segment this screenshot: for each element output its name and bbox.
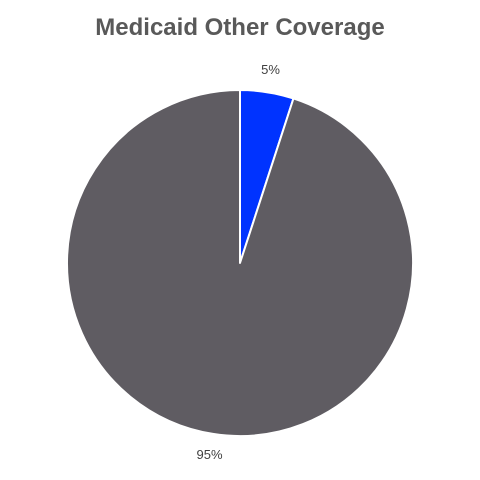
pie-slice-1 bbox=[65, 89, 414, 437]
pie-label-0: 5% bbox=[261, 62, 280, 77]
pie-label-1: 95% bbox=[196, 447, 222, 462]
pie-labels: 5% 95% bbox=[196, 62, 280, 462]
pie-slices bbox=[65, 89, 414, 437]
chart-title: Medicaid Other Coverage bbox=[95, 14, 385, 41]
